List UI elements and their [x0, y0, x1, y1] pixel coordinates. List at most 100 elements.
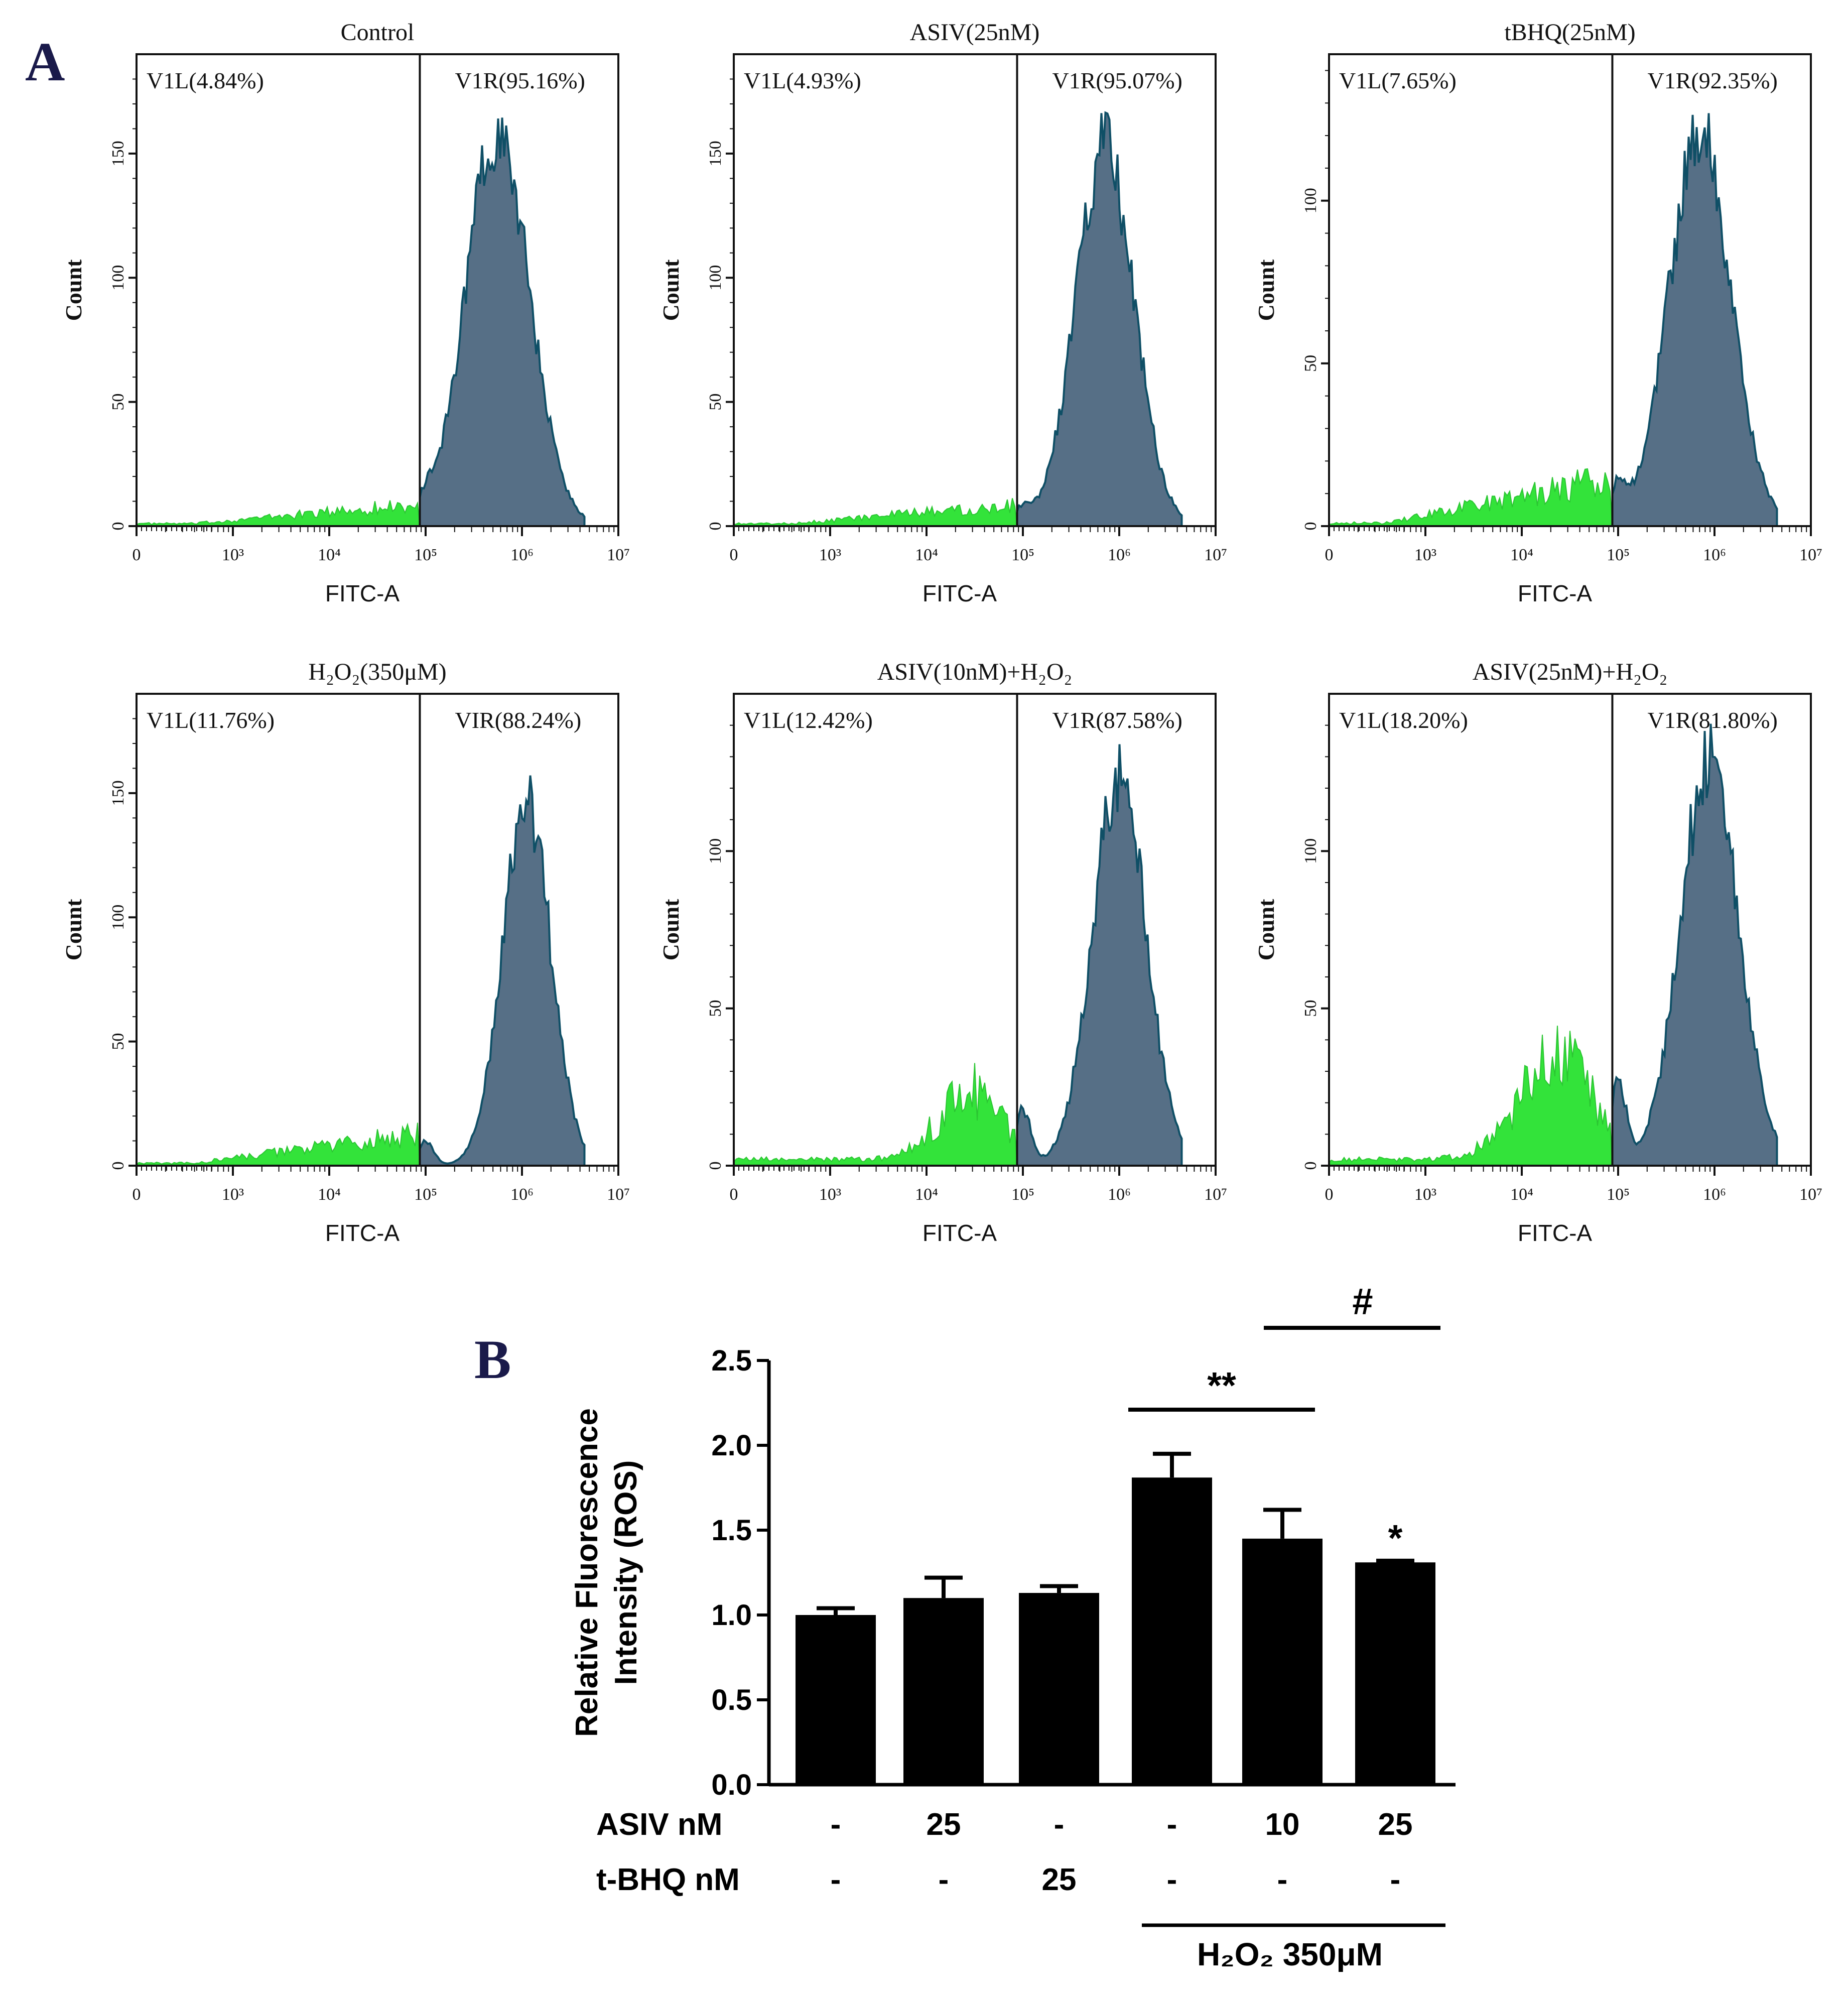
x-tick-label: 10⁶ — [1703, 546, 1726, 564]
y-tick-label: 100 — [1301, 838, 1320, 864]
x-axis-label: FITC-A — [922, 580, 997, 606]
bar-y-tick-label: 0.5 — [711, 1684, 752, 1716]
gate-right-label: V1R(81.80%) — [1647, 707, 1777, 733]
y-tick-label: 150 — [109, 141, 127, 166]
gate-left-label: V1L(7.65%) — [1339, 68, 1457, 93]
x-tick-label: 0 — [133, 546, 141, 564]
h2o2-group-label: H₂O₂ 350μM — [1197, 1936, 1383, 1972]
x-axis-label: FITC-A — [1518, 580, 1593, 606]
y-tick-label: 100 — [706, 838, 725, 864]
asiv-value: 25 — [1378, 1807, 1413, 1842]
y-tick-label: 150 — [706, 141, 725, 166]
histogram-right-population — [419, 775, 586, 1167]
y-tick-label: 50 — [109, 1033, 127, 1050]
y-tick-label: 0 — [706, 522, 725, 531]
x-tick-label: 10³ — [222, 546, 244, 564]
tbhq-value: 25 — [1042, 1862, 1077, 1897]
panel-b-label: B — [474, 1329, 511, 1390]
x-tick-label: 10⁵ — [1011, 1185, 1034, 1204]
gate-left-label: V1L(12.42%) — [744, 707, 873, 733]
gate-right-label: V1R(95.07%) — [1052, 68, 1182, 93]
gate-left-label: V1L(4.93%) — [744, 68, 861, 93]
x-axis-label: FITC-A — [922, 1220, 997, 1246]
panel-a-label: A — [25, 31, 65, 92]
asiv-value: - — [1167, 1807, 1177, 1842]
histogram-right-population — [1611, 723, 1778, 1167]
x-tick-label: 10⁶ — [1108, 1185, 1131, 1204]
y-tick-label: 50 — [1301, 355, 1320, 372]
y-tick-label: 0 — [706, 1162, 725, 1170]
gate-left-label: V1L(18.20%) — [1339, 707, 1468, 733]
x-tick-label: 10⁴ — [318, 1185, 341, 1204]
x-tick-label: 10³ — [1414, 1185, 1436, 1204]
histogram-right-population — [1016, 744, 1183, 1167]
histogram-right-population — [1016, 111, 1183, 527]
sig-double-star: ** — [1207, 1364, 1236, 1406]
y-tick-label: 50 — [706, 394, 725, 411]
x-axis-label: FITC-A — [325, 580, 400, 606]
y-axis-label: Count — [61, 259, 86, 321]
tbhq-value: - — [1277, 1862, 1288, 1897]
histogram-frame — [136, 53, 619, 527]
bar-y-tick-label: 0.0 — [711, 1769, 752, 1801]
bar — [1242, 1538, 1323, 1785]
histogram-right-population — [419, 117, 586, 527]
x-tick-label: 10⁴ — [1510, 546, 1533, 564]
bar-y-label-line2: Intensity (ROS) — [609, 1460, 643, 1685]
x-tick-label: 10⁷ — [1204, 546, 1227, 564]
histogram-title: ASIV(25nM)+H₂O₂ — [1473, 659, 1668, 685]
x-tick-label: 10⁵ — [414, 1185, 437, 1204]
y-tick-label: 100 — [109, 265, 127, 291]
bar-y-tick-label: 1.0 — [711, 1599, 752, 1632]
x-tick-label: 10³ — [1414, 546, 1436, 564]
bar-y-tick-label: 2.5 — [711, 1344, 752, 1377]
histogram-title: H₂O₂(350μM) — [308, 659, 446, 685]
histogram-title: ASIV(25nM) — [910, 19, 1040, 46]
x-tick-label: 10⁵ — [1607, 1185, 1630, 1204]
histogram-title: tBHQ(25nM) — [1504, 19, 1635, 46]
x-tick-label: 10⁴ — [1510, 1185, 1533, 1204]
x-tick-label: 10⁶ — [1108, 546, 1131, 564]
y-tick-label: 100 — [706, 265, 725, 291]
x-tick-label: 0 — [133, 1185, 141, 1204]
y-axis-label: Count — [1253, 259, 1279, 321]
histogram-frame — [1328, 53, 1812, 527]
y-tick-label: 100 — [1301, 188, 1320, 213]
bar — [1019, 1593, 1099, 1785]
tbhq-value: - — [1390, 1862, 1401, 1897]
bar-y-label-line1: Relative Fluorescence — [570, 1408, 604, 1737]
y-tick-label: 0 — [109, 1162, 127, 1170]
histogram-left-population — [733, 1063, 1018, 1166]
histogram-panel: H₂O₂(350μM) V1L(11.76%) VIR(88.24%) 0 50 100 1… — [61, 659, 630, 1246]
histogram-grid: Control V1L(4.84%) V1R(95.16%) 0 50 100 150 0 10… — [61, 19, 1822, 1246]
tbhq-row-label: t-BHQ nM — [596, 1862, 740, 1897]
histogram-left-population — [1329, 1026, 1613, 1166]
y-tick-label: 50 — [706, 1000, 725, 1017]
histogram-panel: Control V1L(4.84%) V1R(95.16%) 0 50 100 150 0 10… — [61, 19, 630, 606]
bar-y-tick-label: 2.0 — [711, 1429, 752, 1462]
y-tick-label: 50 — [1301, 1000, 1320, 1017]
x-tick-label: 10⁵ — [1607, 546, 1630, 564]
histogram-panel: tBHQ(25nM) V1L(7.65%) V1R(92.35%) 0 50 100 0 10… — [1253, 19, 1822, 606]
y-tick-label: 100 — [109, 905, 127, 930]
sig-single-star: * — [1388, 1517, 1403, 1559]
gate-right-label: V1R(95.16%) — [455, 68, 585, 93]
histogram-left-population — [733, 498, 1018, 527]
x-tick-label: 10⁴ — [915, 1185, 938, 1204]
histogram-frame — [1328, 693, 1812, 1167]
x-tick-label: 10⁶ — [510, 546, 534, 564]
x-axis-label: FITC-A — [1518, 1220, 1593, 1246]
gate-left-label: V1L(11.76%) — [147, 707, 275, 733]
gate-right-label: VIR(88.24%) — [455, 707, 581, 733]
y-tick-label: 0 — [1301, 522, 1320, 531]
bar — [903, 1598, 984, 1785]
histogram-left-population — [136, 1123, 421, 1166]
histogram-title: Control — [341, 19, 415, 46]
tbhq-value: - — [939, 1862, 949, 1897]
bar — [1355, 1562, 1435, 1785]
asiv-value: 25 — [927, 1807, 961, 1842]
tbhq-value: - — [831, 1862, 841, 1897]
x-tick-label: 10⁷ — [1799, 1185, 1822, 1204]
